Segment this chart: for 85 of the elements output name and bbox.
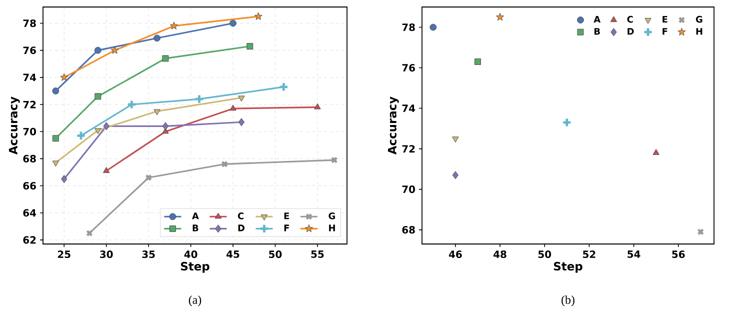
point [61,174,68,184]
y-tick-label: 64 [23,209,36,217]
legend-label: C [627,16,633,23]
legend-label: G [328,212,335,220]
y-tick-label: 74 [402,104,416,112]
y-tick-label: 74 [23,74,36,82]
y-tick-label: 70 [402,186,416,194]
point [474,58,481,65]
x-tick-label: 50 [538,250,552,258]
point [162,55,169,62]
point [452,171,459,180]
text: (a) [188,295,202,306]
y-tick-label: 78 [402,23,415,32]
legend-label: G [696,16,702,23]
legend-label: H [329,224,335,232]
x-tick-label: 56 [672,250,685,258]
x-tick-label: 52 [583,250,596,258]
y-tick-label: 68 [23,154,36,162]
point [697,228,704,236]
point [314,103,321,110]
point [162,122,169,130]
point [60,73,68,81]
x-tick-label: 48 [494,250,506,258]
legend-label: D [238,224,244,232]
legend-label: C [238,212,244,220]
legend-label: E [662,16,668,23]
point [154,34,160,42]
point [230,104,236,111]
point [126,100,137,110]
text: (b) [562,295,574,306]
x-tick-label: 55 [311,250,324,258]
point [230,20,236,27]
point [246,43,254,50]
legend-label: A [594,16,601,23]
point [238,118,245,126]
x-tick-label: 46 [448,250,462,258]
legend-label: B [594,28,600,35]
point [110,46,119,54]
legend-label: E [284,212,289,220]
point [52,135,59,142]
legend-label: B [192,224,198,232]
x-tick-label: 45 [226,250,240,258]
y-axis-title: Accuracy [388,96,399,155]
point [254,12,262,20]
x-tick-label: 40 [184,250,198,258]
legend-label: F [662,28,668,35]
y-tick-label: 66 [23,182,36,190]
y-tick-label: 68 [402,226,415,234]
x-tick-label: 25 [58,250,70,258]
point [452,136,459,143]
point [170,22,178,30]
y-tick-label: 76 [402,64,415,72]
y-tick-label: 78 [23,19,36,28]
x-tick-label: 35 [142,250,155,258]
point [562,117,572,128]
point [94,128,102,134]
y-tick-label: 72 [402,145,415,152]
point [94,93,102,100]
y-tick-label: 70 [23,128,36,136]
point [652,149,660,155]
legend-label: D [628,28,634,35]
x-tick-label: 54 [628,250,640,258]
point [103,122,110,130]
x-tick-label: 50 [269,250,282,258]
point [52,160,60,167]
point [52,88,60,94]
point [221,160,228,168]
y-tick-label: 72 [23,100,36,108]
x-axis-title: Step [554,262,582,273]
point [154,109,160,116]
point [496,12,504,21]
y-tick-label: 76 [23,46,36,54]
x-axis-title: Step [180,262,210,273]
x-tick-label: 30 [100,250,113,258]
y-axis-title: Accuracy [8,96,20,155]
legend-label: A [192,212,199,220]
point [194,94,204,104]
point [430,24,437,31]
legend-label: H [696,28,702,35]
y-tick-label: 62 [23,236,36,244]
point [145,174,152,182]
legend-label: F [284,224,289,232]
point [238,96,245,102]
point [94,46,102,54]
point [102,167,110,173]
